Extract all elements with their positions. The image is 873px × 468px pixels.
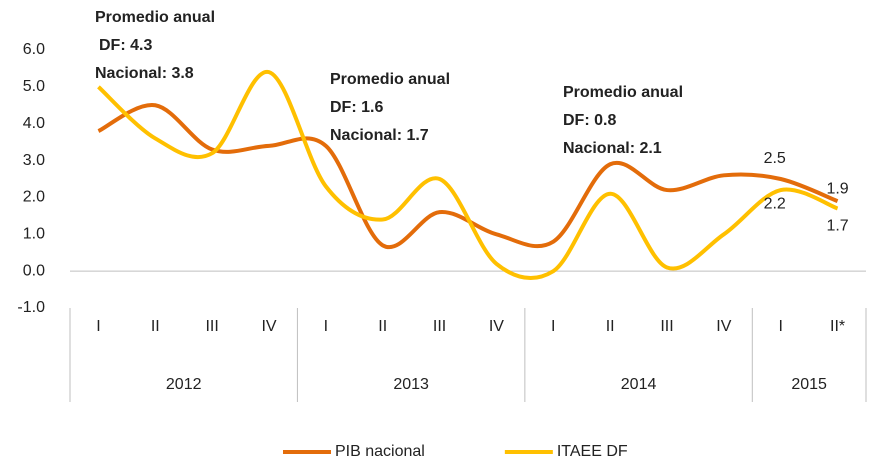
- legend-label: ITAEE DF: [557, 443, 628, 460]
- x-tick-label: III: [660, 318, 673, 335]
- data-label: 2.2: [764, 195, 786, 212]
- annotation: Promedio anual: [95, 9, 215, 26]
- y-tick-label: -1.0: [17, 299, 45, 316]
- x-tick-label: IV: [489, 318, 504, 335]
- x-tick-label: I: [96, 318, 100, 335]
- y-tick-label: 6.0: [23, 41, 45, 58]
- data-label: 2.5: [764, 150, 786, 167]
- x-tick-label: II*: [830, 318, 845, 335]
- group-label: 2015: [791, 376, 827, 393]
- y-tick-label: 0.0: [23, 262, 45, 279]
- annotation: Nacional: 2.1: [563, 140, 662, 157]
- group-label: 2013: [393, 376, 429, 393]
- annotation: DF: 1.6: [330, 99, 383, 116]
- x-tick-label: III: [205, 318, 218, 335]
- x-tick-label: I: [324, 318, 328, 335]
- legend-label: PIB nacional: [335, 443, 425, 460]
- y-tick-label: 4.0: [23, 115, 45, 132]
- x-tick-label: I: [778, 318, 782, 335]
- annotation: Nacional: 1.7: [330, 127, 429, 144]
- y-tick-label: 2.0: [23, 189, 45, 206]
- y-tick-label: 1.0: [23, 226, 45, 243]
- line-series: [97, 103, 839, 250]
- x-tick-label: II: [606, 318, 615, 335]
- data-label: 1.7: [826, 218, 848, 235]
- group-label: 2012: [166, 376, 202, 393]
- group-label: 2014: [621, 376, 657, 393]
- x-tick-label: II: [378, 318, 387, 335]
- annotation: DF: 4.3: [99, 37, 152, 54]
- annotation: Promedio anual: [330, 71, 450, 88]
- annotation: Nacional: 3.8: [95, 65, 194, 82]
- x-tick-label: II: [151, 318, 160, 335]
- y-tick-label: 5.0: [23, 78, 45, 95]
- line-series: [97, 70, 839, 280]
- x-tick-label: IV: [716, 318, 731, 335]
- annotation: Promedio anual: [563, 84, 683, 101]
- data-label: 1.9: [826, 180, 848, 197]
- x-tick-label: III: [433, 318, 446, 335]
- y-tick-label: 3.0: [23, 152, 45, 169]
- x-tick-label: IV: [261, 318, 276, 335]
- x-tick-label: I: [551, 318, 555, 335]
- annotation: DF: 0.8: [563, 112, 616, 129]
